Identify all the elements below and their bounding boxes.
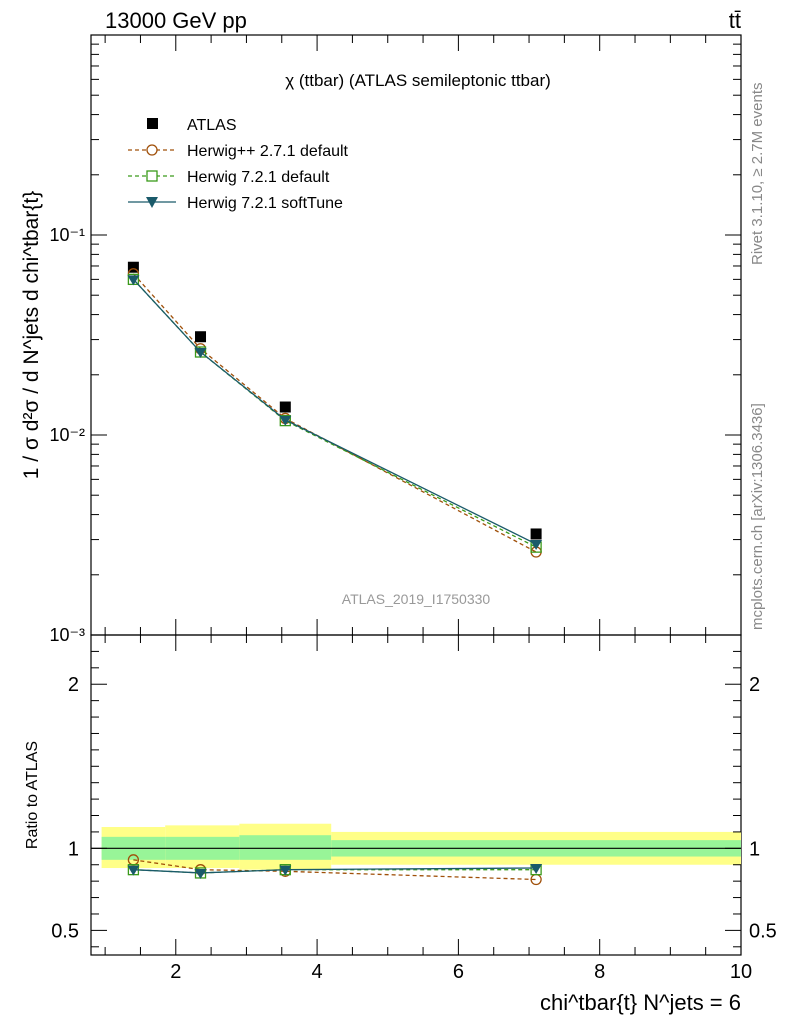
data-point — [279, 865, 292, 876]
legend-herwigpp-marker — [146, 144, 158, 156]
legend-atlas-marker — [147, 118, 158, 129]
data-point — [127, 275, 140, 286]
data-point — [194, 868, 207, 879]
y-tick-label: 10⁻² — [49, 425, 85, 445]
header-right: tt̄ — [729, 8, 741, 33]
ratio-bands — [91, 823, 741, 870]
y-tick-label: 10⁻¹ — [49, 225, 85, 245]
legend-atlas-label: ATLAS — [187, 117, 237, 134]
main-y-label-text: 1 / σ d²σ / d N^jets d chi^tbar{t} — [20, 191, 43, 479]
ratio-y-axis-label: Ratio to ATLAS — [24, 741, 41, 849]
data-point — [530, 540, 543, 551]
x-tick-label: 6 — [453, 961, 464, 983]
x-tick-label: 8 — [594, 961, 605, 983]
ratio-y-tick-label: 1 — [68, 838, 79, 860]
header-left: 13000 GeV pp — [105, 8, 247, 33]
data-point — [530, 528, 542, 540]
ratio-y-tick-label-right: 1 — [749, 838, 760, 860]
ratio-y-tick-label: 2 — [68, 674, 79, 696]
legend-softtune-marker — [146, 197, 158, 208]
x-tick-label: 4 — [312, 961, 323, 983]
series-line — [133, 867, 537, 874]
ratio-series — [127, 854, 543, 886]
main-y-axis-label: 1 / σ d²σ / d N^jets d chi^tbar{t} — [20, 191, 43, 479]
x-tick-label: 10 — [730, 961, 752, 983]
data-point — [127, 261, 139, 273]
x-tick-label: 2 — [170, 961, 181, 983]
y-tick-label: 10⁻³ — [49, 625, 85, 645]
legend-herwig7-label: Herwig 7.2.1 default — [187, 169, 330, 186]
legend-softtune-label: Herwig 7.2.1 softTune — [187, 195, 343, 212]
legend: ATLAS Herwig++ 2.7.1 default Herwig 7.2.… — [128, 117, 349, 212]
side-mcplots-text: mcplots.cern.ch [arXiv:1306.3436] — [749, 403, 766, 630]
side-rivet-text: Rivet 3.1.10, ≥ 2.7M events — [749, 83, 766, 266]
watermark: ATLAS_2019_I1750330 — [342, 591, 491, 607]
ratio-y-tick-label: 0.5 — [51, 920, 79, 942]
ratio-y-tick-label-right: 0.5 — [749, 920, 777, 942]
axes: 10⁻³ 10⁻² 10⁻¹ 0.5 0.5 1 1 2 2 2 4 6 8 10 — [49, 34, 777, 983]
side-mcplots: mcplots.cern.ch [arXiv:1306.3436] — [749, 403, 766, 630]
side-rivet: Rivet 3.1.10, ≥ 2.7M events — [749, 83, 766, 266]
data-point — [195, 331, 207, 343]
main-series — [127, 261, 543, 558]
data-point — [279, 415, 292, 426]
x-axis-label: chi^tbar{t} N^jets = 6 — [540, 990, 741, 1015]
series-line — [132, 273, 537, 553]
data-point — [127, 865, 140, 876]
legend-herwigpp-label: Herwig++ 2.7.1 default — [187, 143, 349, 160]
ratio-band-inner — [239, 835, 332, 860]
series-line — [132, 278, 537, 548]
ratio-frame — [90, 634, 742, 956]
data-point — [194, 348, 207, 359]
legend-herwig7-marker — [146, 170, 158, 182]
data-point — [530, 864, 543, 875]
chart-title: χ (ttbar) (ATLAS semileptonic ttbar) — [285, 71, 551, 90]
ratio-y-tick-label-right: 2 — [749, 674, 760, 696]
ratio-y-label-text: Ratio to ATLAS — [24, 741, 41, 849]
data-point — [279, 401, 291, 413]
series-line — [132, 278, 537, 545]
